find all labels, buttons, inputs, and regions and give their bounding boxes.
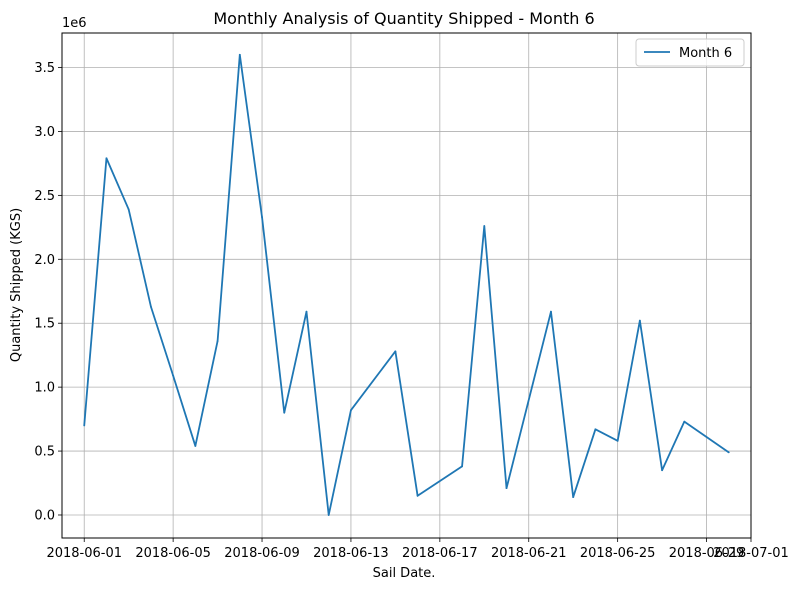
y-tick-label: 3.0 [34, 125, 55, 140]
x-tick-label: 2018-06-17 [402, 546, 478, 561]
x-tick-label: 2018-06-05 [135, 546, 211, 561]
data-point [172, 374, 175, 377]
x-tick-label: 2018-06-25 [580, 546, 656, 561]
data-point [127, 208, 130, 211]
data-point [483, 225, 486, 227]
data-point [505, 487, 508, 490]
x-tick-label: 2018-06-21 [491, 546, 567, 561]
series-line [83, 53, 730, 516]
y-tick-label: 0.5 [34, 445, 55, 460]
data-point [638, 319, 641, 322]
data-point [616, 439, 619, 442]
data-point [683, 420, 686, 423]
x-tick-label: 2018-06-13 [313, 546, 389, 561]
data-point [461, 465, 463, 468]
data-point [261, 216, 263, 219]
data-point [550, 310, 552, 313]
y-tick-label: 1.0 [34, 381, 55, 396]
x-tick-label: 2018-06-29 [669, 546, 745, 561]
x-axis-title: Sail Date. [373, 566, 436, 581]
y-axis-ticks: 0.0 0.5 1.0 1.5 2.0 2.5 3.0 3.5 [34, 61, 62, 523]
data-point [394, 350, 397, 353]
y-tick-label: 2.0 [34, 253, 55, 268]
data-point [727, 451, 730, 454]
data-point [572, 496, 575, 498]
data-point [416, 494, 419, 497]
chart-title: Monthly Analysis of Quantity Shipped - M… [213, 9, 594, 28]
data-point [305, 310, 308, 313]
data-point [83, 424, 86, 427]
y-tick-label: 0.0 [34, 508, 55, 523]
x-tick-label: 2018-07-01 [713, 546, 789, 561]
y-tick-label: 2.5 [34, 189, 55, 204]
y-axis-multiplier: 1e6 [62, 16, 87, 31]
legend-label: Month 6 [679, 46, 732, 61]
legend: Month 6 [635, 38, 745, 67]
y-tick-label: 3.5 [34, 61, 55, 76]
plot-area-frame [61, 32, 752, 539]
data-point [105, 157, 108, 160]
data-point [216, 340, 219, 343]
data-point [350, 409, 352, 412]
data-point [327, 514, 330, 516]
y-tick-label: 1.5 [34, 317, 55, 332]
data-point [150, 305, 152, 308]
series-layer [83, 53, 730, 516]
data-point [238, 53, 241, 56]
legend-box [635, 38, 745, 67]
data-point [661, 469, 663, 472]
y-axis-title: Quantity Shipped (KGS) [9, 208, 24, 362]
data-point [283, 411, 286, 414]
x-tick-label: 2018-06-01 [46, 546, 122, 561]
x-axis-ticks: 2018-06-01 2018-06-05 2018-06-09 2018-06-13… [46, 538, 789, 561]
data-point [594, 428, 597, 431]
x-tick-label: 2018-06-09 [224, 546, 300, 561]
data-point [194, 445, 197, 447]
